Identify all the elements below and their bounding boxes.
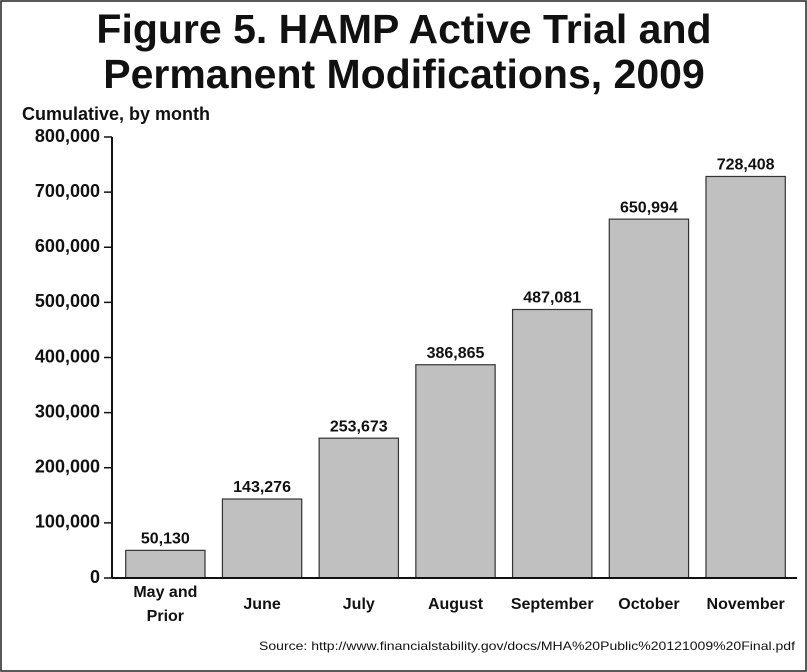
x-tick-label: August (428, 596, 484, 613)
value-label: 728,408 (717, 157, 775, 174)
value-label: 650,994 (620, 199, 678, 216)
source-note: Source: http://www.financialstability.go… (259, 639, 796, 653)
value-label: 50,130 (141, 531, 190, 548)
y-tick-label: 700,000 (35, 181, 100, 201)
bar (125, 549, 206, 579)
bar (608, 218, 690, 579)
x-tick-label: September (511, 596, 594, 613)
bar (221, 498, 303, 579)
value-label: 143,276 (233, 479, 291, 496)
y-tick-label: 600,000 (35, 236, 100, 256)
y-tick-label: 100,000 (35, 512, 100, 532)
x-tick-label: May and Prior (133, 584, 197, 625)
x-tick-label: October (618, 596, 679, 613)
value-label: 253,673 (330, 418, 388, 435)
y-tick-label: 300,000 (35, 401, 100, 421)
bar (415, 364, 496, 579)
x-tick-label: June (243, 596, 280, 613)
chart-title: Figure 5. HAMP Active Trial and Permanent… (96, 6, 711, 97)
x-tick-label: July (343, 596, 375, 613)
value-label: 487,081 (523, 290, 581, 307)
y-tick-label: 800,000 (35, 126, 100, 146)
y-tick-label: 500,000 (35, 291, 100, 311)
value-label: 386,865 (427, 345, 485, 362)
bar (318, 437, 400, 579)
bar (705, 175, 786, 579)
y-axis-label: Cumulative, by month (22, 104, 210, 124)
y-tick-label: 0 (90, 567, 100, 587)
y-tick-label: 400,000 (35, 346, 100, 366)
y-tick-label: 200,000 (35, 457, 100, 477)
bar (511, 308, 593, 579)
x-tick-label: November (707, 596, 785, 613)
